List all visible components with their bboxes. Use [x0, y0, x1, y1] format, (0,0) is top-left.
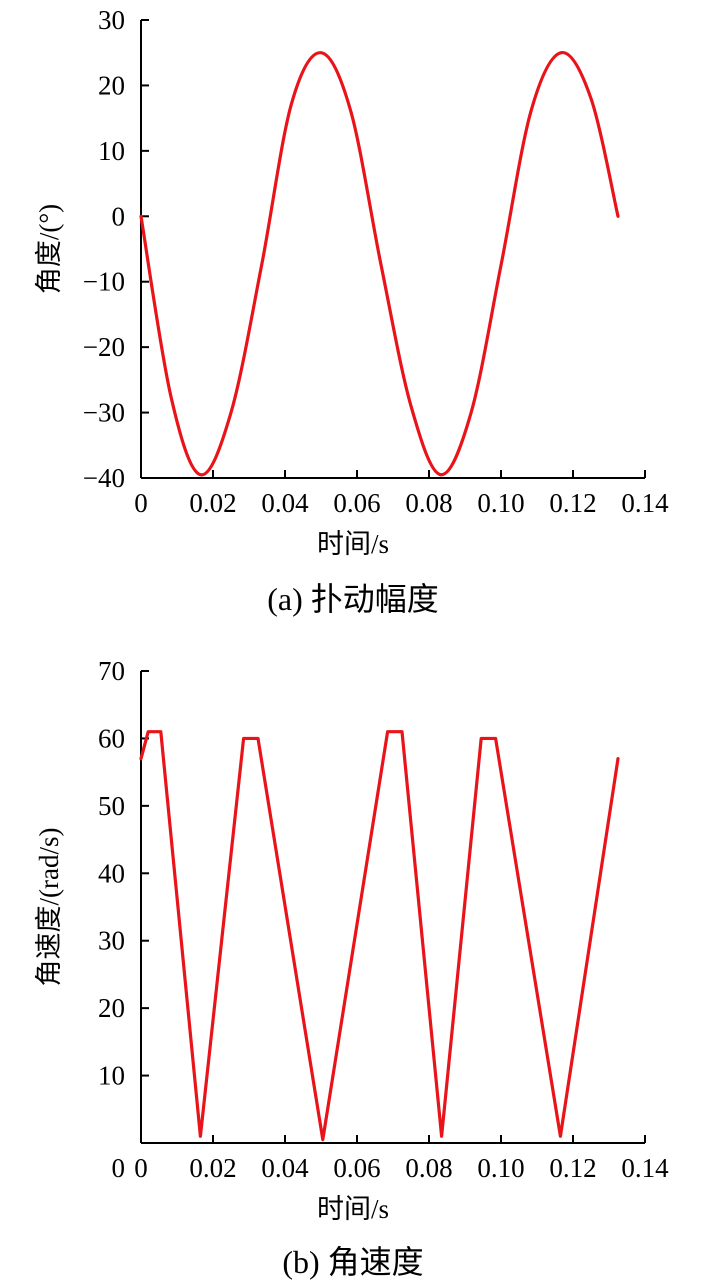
y-tick-label: 20 [98, 993, 125, 1023]
y-tick-label: −10 [83, 267, 125, 297]
y-tick-label: 70 [98, 656, 125, 686]
chart-flapping-amplitude: 0 0.02 0.04 0.06 0.08 0.10 0.12 0.14 30 20 10 0 −10 −… [34, 5, 669, 617]
series-line [139, 51, 620, 477]
y-axis-label: 角速度/(rad/s) [34, 828, 64, 987]
chart-caption: (b) 角速度 [282, 1244, 423, 1280]
y-tick-label: 30 [98, 5, 125, 35]
x-axis-label: 时间/s [317, 1194, 389, 1224]
x-tick-label: 0.08 [405, 488, 452, 518]
x-tick-label: 0.08 [405, 1153, 452, 1183]
chart-angular-velocity: 0 0.02 0.04 0.06 0.08 0.10 0.12 0.14 70 60 50 40 30 2… [34, 656, 669, 1280]
x-axis-label: 时间/s [317, 529, 389, 559]
y-tick-label: 40 [98, 858, 125, 888]
x-tick-label: 0.12 [549, 1153, 596, 1183]
y-tick-label: −30 [83, 398, 125, 428]
x-tick-label: 0 [134, 1153, 148, 1183]
x-tick-label: 0.04 [261, 1153, 309, 1183]
origin-tick-label: 0 [112, 1153, 126, 1183]
x-tick-label: 0.02 [189, 488, 236, 518]
chart-caption: (a) 扑动幅度 [267, 581, 439, 617]
y-tick-label: 20 [98, 70, 125, 100]
x-tick-label: 0.10 [477, 488, 524, 518]
x-tick-label: 0.06 [333, 1153, 380, 1183]
y-tick-label: 10 [98, 1061, 125, 1091]
x-tick-label: 0.04 [261, 488, 309, 518]
y-tick-label: −40 [83, 463, 125, 493]
x-tick-label: 0.06 [333, 488, 380, 518]
y-tick-label: 60 [98, 723, 125, 753]
y-tick-label: 30 [98, 926, 125, 956]
y-tick-label: 50 [98, 791, 125, 821]
y-tick-label: 0 [112, 201, 126, 231]
x-tick-label: 0.14 [621, 488, 669, 518]
x-tick-label: 0.12 [549, 488, 596, 518]
y-axis-label: 角度/(°) [34, 204, 64, 294]
y-tick-label: 10 [98, 136, 125, 166]
series-line [139, 730, 620, 1142]
x-tick-label: 0.14 [621, 1153, 669, 1183]
y-tick-label: −20 [83, 332, 125, 362]
x-tick-label: 0.10 [477, 1153, 524, 1183]
x-tick-label: 0.02 [189, 1153, 236, 1183]
x-tick-label: 0 [134, 488, 148, 518]
